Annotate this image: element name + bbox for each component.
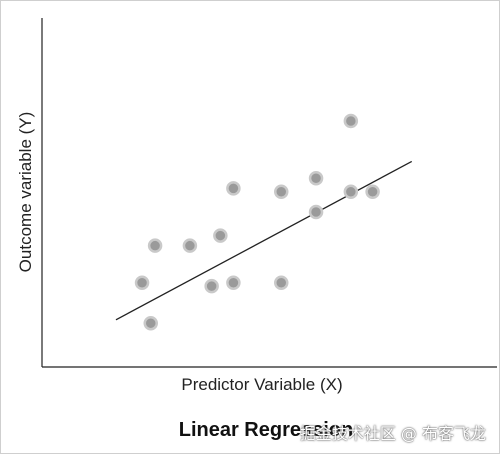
data-point <box>274 184 289 200</box>
data-point <box>274 275 289 290</box>
data-point <box>204 278 219 294</box>
data-point <box>226 275 241 290</box>
chart-title: Linear Regression <box>179 419 354 441</box>
data-point <box>213 228 228 243</box>
data-point <box>308 171 324 186</box>
watermark: 掘金技术社区 @ 布客飞龙 <box>299 424 486 443</box>
regression-line <box>115 160 413 321</box>
data-point <box>343 184 359 200</box>
data-point <box>147 238 163 253</box>
data-point <box>226 181 241 196</box>
data-point <box>365 184 380 200</box>
data-points <box>134 113 380 331</box>
data-point <box>134 275 150 290</box>
data-point <box>143 315 158 331</box>
data-point <box>343 113 359 129</box>
x-axis-label: Predictor Variable (X) <box>181 375 342 394</box>
data-point <box>182 238 198 253</box>
y-axis-label: Outcome variable (Y) <box>16 112 35 273</box>
data-point <box>308 204 324 220</box>
